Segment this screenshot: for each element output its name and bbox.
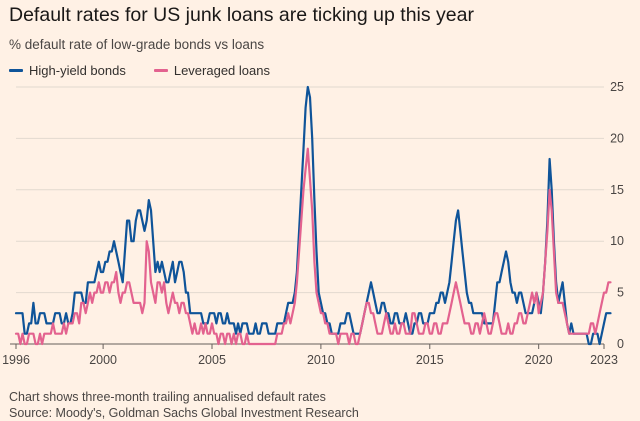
legend-swatch-bonds	[9, 69, 23, 72]
x-tick-label-2005: 2005	[198, 353, 226, 367]
y-tick-label-10: 10	[610, 234, 624, 248]
legend-label-bonds: High-yield bonds	[29, 63, 126, 78]
legend: High-yield bonds Leveraged loans	[9, 63, 298, 78]
y-tick-label-15: 15	[610, 183, 624, 197]
x-tick-label-2010: 2010	[307, 353, 335, 367]
series-line-leveraged-loans	[14, 147, 612, 346]
chart-title: Default rates for US junk loans are tick…	[9, 4, 474, 26]
chart-note: Chart shows three-month trailing annuali…	[9, 390, 326, 404]
legend-label-loans: Leveraged loans	[173, 63, 270, 78]
x-tick-label-1996: 1996	[2, 353, 30, 367]
y-tick-label-5: 5	[617, 286, 624, 300]
x-tick-label-2015: 2015	[416, 353, 444, 367]
y-tick-label-25: 25	[610, 80, 624, 94]
legend-item-loans: Leveraged loans	[153, 63, 270, 78]
series-line-high-yield-bonds	[14, 85, 612, 346]
x-tick-label-2023: 2023	[590, 353, 618, 367]
x-tick-label-2020: 2020	[525, 353, 553, 367]
legend-swatch-loans	[153, 69, 168, 72]
y-tick-label-0: 0	[617, 337, 624, 351]
x-tick-label-2000: 2000	[89, 353, 117, 367]
chart-source: Source: Moody's, Goldman Sachs Global In…	[9, 406, 359, 420]
legend-item-bonds: High-yield bonds	[9, 63, 126, 78]
y-tick-label-20: 20	[610, 131, 624, 145]
chart-subtitle: % default rate of low-grade bonds vs loa…	[9, 37, 265, 52]
